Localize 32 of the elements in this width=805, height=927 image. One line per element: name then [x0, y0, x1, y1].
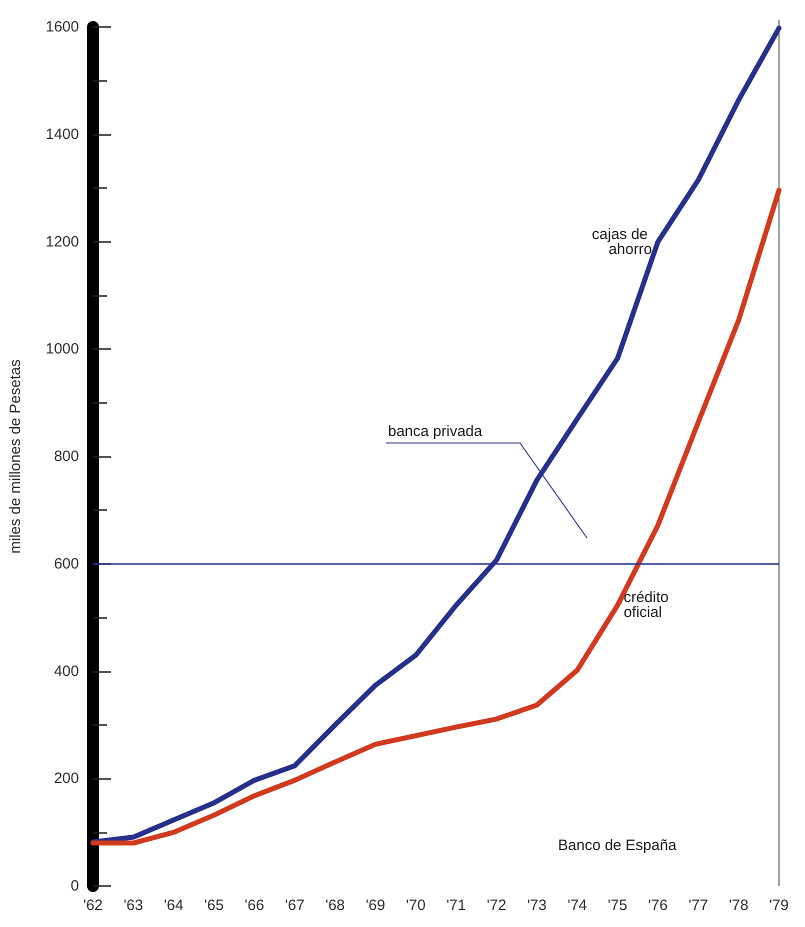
series-label: crédito oficial [624, 589, 673, 622]
x-tick-label: '65 [204, 897, 224, 914]
x-tick-label: '64 [164, 897, 184, 914]
x-tick-label: '68 [325, 897, 345, 914]
x-tick-label: '77 [688, 897, 708, 914]
y-tick-label: 0 [70, 878, 79, 894]
y-tick-label: 600 [54, 555, 79, 572]
x-tick-label: '63 [124, 897, 144, 914]
y-tick-label: 800 [54, 448, 79, 465]
x-tick-label: '66 [244, 897, 264, 914]
y-axis-title: miles de millones de Pesetas [7, 359, 24, 554]
annotation: Banco de España [558, 837, 678, 854]
x-tick-label: '79 [769, 897, 789, 914]
x-tick-label: '74 [567, 897, 588, 914]
y-tick-label: 1600 [46, 18, 79, 36]
x-tick-label: '67 [284, 897, 305, 914]
x-tick-label: '78 [728, 897, 748, 914]
y-tick-label: 200 [54, 770, 79, 788]
series-label: cajas de ahorro [592, 226, 652, 258]
y-tick-label: 1400 [46, 126, 79, 143]
x-tick-label: '70 [406, 897, 426, 914]
x-tick-label: '69 [366, 897, 386, 914]
x-tick-label: '73 [527, 897, 547, 914]
x-tick-label: '71 [446, 897, 466, 914]
y-tick-label: 1200 [46, 233, 79, 250]
y-tick-label: 400 [54, 662, 79, 680]
annotation: banca privada [388, 423, 483, 440]
x-tick-label: '72 [486, 897, 506, 914]
y-tick-label: 1000 [46, 340, 79, 358]
x-tick-label: '75 [608, 897, 628, 914]
x-tick-label: '62 [83, 897, 103, 914]
x-tick-label: '76 [648, 897, 668, 914]
